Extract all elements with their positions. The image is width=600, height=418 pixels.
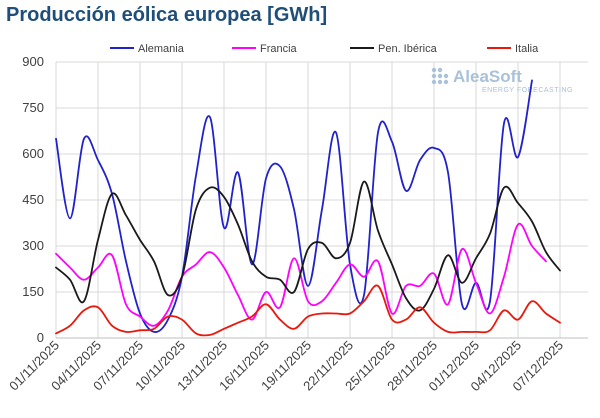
logo-dot: [431, 73, 437, 79]
legend-label-francia: Francia: [260, 43, 298, 55]
legend-label-pen-iberica: Pen. Ibérica: [378, 43, 438, 55]
series-line-alemania: [55, 79, 533, 333]
y-tick-label: 300: [22, 238, 44, 253]
legend-label-italia: Italia: [515, 43, 539, 55]
logo-tagline: ENERGY FORECASTING: [482, 87, 573, 94]
y-tick-label: 450: [22, 192, 44, 207]
aleasoft-dots-logo-icon: [431, 67, 449, 85]
series-line-italia: [55, 284, 561, 337]
y-tick-label: 0: [37, 330, 44, 345]
logo-dot: [431, 67, 437, 73]
logo-dot: [443, 73, 449, 79]
logo-dot: [437, 79, 443, 85]
chart-title: Producción eólica europea [GWh]: [6, 4, 328, 26]
series-layer: [55, 79, 561, 337]
series-line-francia: [55, 222, 547, 327]
legend: Alemania Francia Pen. Ibérica Italia: [110, 43, 539, 55]
y-tick-label: 600: [22, 146, 44, 161]
logo-text: AleaSoft: [453, 67, 522, 86]
logo-dot: [437, 67, 443, 73]
series-line-pen-iberica: [55, 180, 561, 312]
logo-dot: [437, 73, 443, 79]
legend-label-alemania: Alemania: [138, 43, 185, 55]
y-tick-label: 750: [22, 100, 44, 115]
logo-dot: [431, 79, 437, 85]
logo-dot: [443, 79, 449, 85]
grid-layer: [55, 61, 588, 339]
y-tick-label: 900: [22, 54, 44, 69]
aleasoft-logo: AleaSoft ENERGY FORECASTING: [431, 67, 573, 94]
y-tick-label: 150: [22, 284, 44, 299]
